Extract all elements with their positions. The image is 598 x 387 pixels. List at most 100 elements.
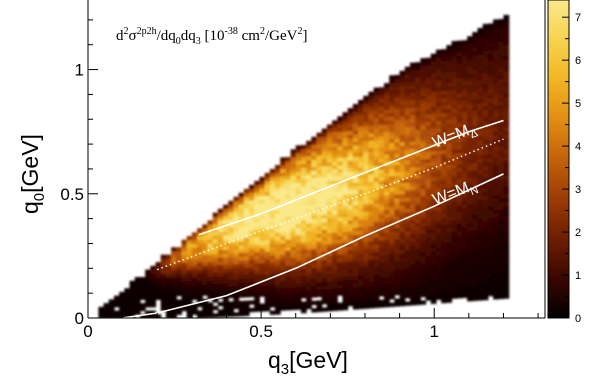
heatmap-cell <box>119 306 125 312</box>
heatmap-cell <box>197 291 203 296</box>
heatmap-cell <box>316 274 323 279</box>
heatmap-cell <box>306 278 312 284</box>
heatmap-cell <box>425 109 432 115</box>
heatmap-cell <box>399 171 406 176</box>
heatmap-cell <box>384 276 390 282</box>
heatmap-cell <box>332 261 338 267</box>
heatmap-cell <box>363 211 370 216</box>
heatmap-cell <box>316 292 323 298</box>
heatmap-cell <box>420 155 427 160</box>
heatmap-cell <box>300 271 307 276</box>
heatmap-cell <box>280 187 286 192</box>
heatmap-cell <box>477 177 484 182</box>
heatmap-cell <box>228 234 235 239</box>
heatmap-cell <box>430 277 437 282</box>
heatmap-cell <box>160 262 167 267</box>
heatmap-cell <box>394 82 401 87</box>
heatmap-cell <box>389 190 395 196</box>
heatmap-cell <box>223 260 229 265</box>
heatmap-cell <box>373 128 380 133</box>
heatmap-cell <box>477 158 484 163</box>
heatmap-cell <box>467 136 473 142</box>
heatmap-cell <box>477 124 484 130</box>
heatmap-cell <box>207 242 214 248</box>
heatmap-cell <box>326 150 333 155</box>
heatmap-cell <box>461 196 468 202</box>
heatmap-cell <box>477 199 484 204</box>
heatmap-cell <box>493 79 499 84</box>
heatmap-cell <box>446 179 453 184</box>
heatmap-cell <box>347 149 354 154</box>
heatmap-cell <box>274 205 281 211</box>
heatmap-cell <box>233 256 240 261</box>
heatmap-cell <box>409 185 416 190</box>
heatmap-cell <box>248 270 255 275</box>
heatmap-cell <box>280 254 286 259</box>
heatmap-cell <box>446 86 453 91</box>
heatmap-cell <box>342 291 349 296</box>
heatmap-cell <box>415 88 421 93</box>
heatmap-cell <box>347 190 354 195</box>
heatmap-cell <box>337 302 344 307</box>
heatmap-cell <box>441 82 447 88</box>
heatmap-cell <box>207 306 214 311</box>
heatmap-cell <box>243 248 250 253</box>
heatmap-cell <box>441 123 447 129</box>
heatmap-cell <box>223 275 229 280</box>
heatmap-cell <box>498 209 505 214</box>
heatmap-cell <box>503 14 510 20</box>
heatmap-cell <box>300 182 307 187</box>
heatmap-cell <box>295 223 302 228</box>
heatmap-cell <box>363 99 370 104</box>
heatmap-cell <box>503 93 510 98</box>
heatmap-cell <box>467 80 473 86</box>
heatmap-cell <box>435 131 442 136</box>
heatmap-cell <box>409 211 416 216</box>
heatmap-cell <box>145 299 151 304</box>
heatmap-cell <box>373 251 380 256</box>
heatmap-cell <box>493 242 499 248</box>
heatmap-cell <box>295 167 302 173</box>
heatmap-cell <box>435 220 442 226</box>
heatmap-cell <box>498 67 505 72</box>
heatmap-cell <box>477 292 484 297</box>
heatmap-cell <box>363 133 370 138</box>
heatmap-cell <box>337 127 344 132</box>
heatmap-cell <box>181 288 188 293</box>
heatmap-cell <box>435 280 442 285</box>
heatmap-cell <box>254 251 260 256</box>
heatmap-cell <box>274 164 281 170</box>
heatmap-cell <box>207 257 214 262</box>
heatmap-cell <box>461 230 468 235</box>
heatmap-cell <box>274 269 281 274</box>
heatmap-cell <box>368 237 375 242</box>
heatmap-cell <box>238 252 245 257</box>
heatmap-cell <box>409 88 416 94</box>
heatmap-cell <box>399 260 406 266</box>
heatmap-cell <box>300 178 307 183</box>
heatmap-cell <box>368 266 375 272</box>
heatmap-cell <box>456 130 463 135</box>
heatmap-cell <box>311 188 318 194</box>
heatmap-cell <box>503 260 510 266</box>
heatmap-cell <box>373 273 380 279</box>
heatmap-cell <box>248 218 255 223</box>
heatmap-cell <box>472 151 479 156</box>
heatmap-cell <box>368 300 375 305</box>
heatmap-cell <box>425 128 432 133</box>
heatmap-cell <box>363 267 370 272</box>
heatmap-cell <box>435 217 442 222</box>
heatmap-cell <box>306 263 312 269</box>
heatmap-cell <box>482 79 489 85</box>
heatmap-cell <box>290 305 297 311</box>
heatmap-cell <box>477 180 484 186</box>
heatmap-cell <box>274 287 281 293</box>
heatmap-cell <box>415 162 421 168</box>
heatmap-cell <box>446 89 453 95</box>
heatmap-cell <box>378 236 385 241</box>
heatmap-cell <box>493 235 499 240</box>
heatmap-cell <box>477 277 484 282</box>
heatmap-cell <box>373 169 380 174</box>
heatmap-cell <box>441 49 447 54</box>
heatmap-cell <box>259 176 266 182</box>
